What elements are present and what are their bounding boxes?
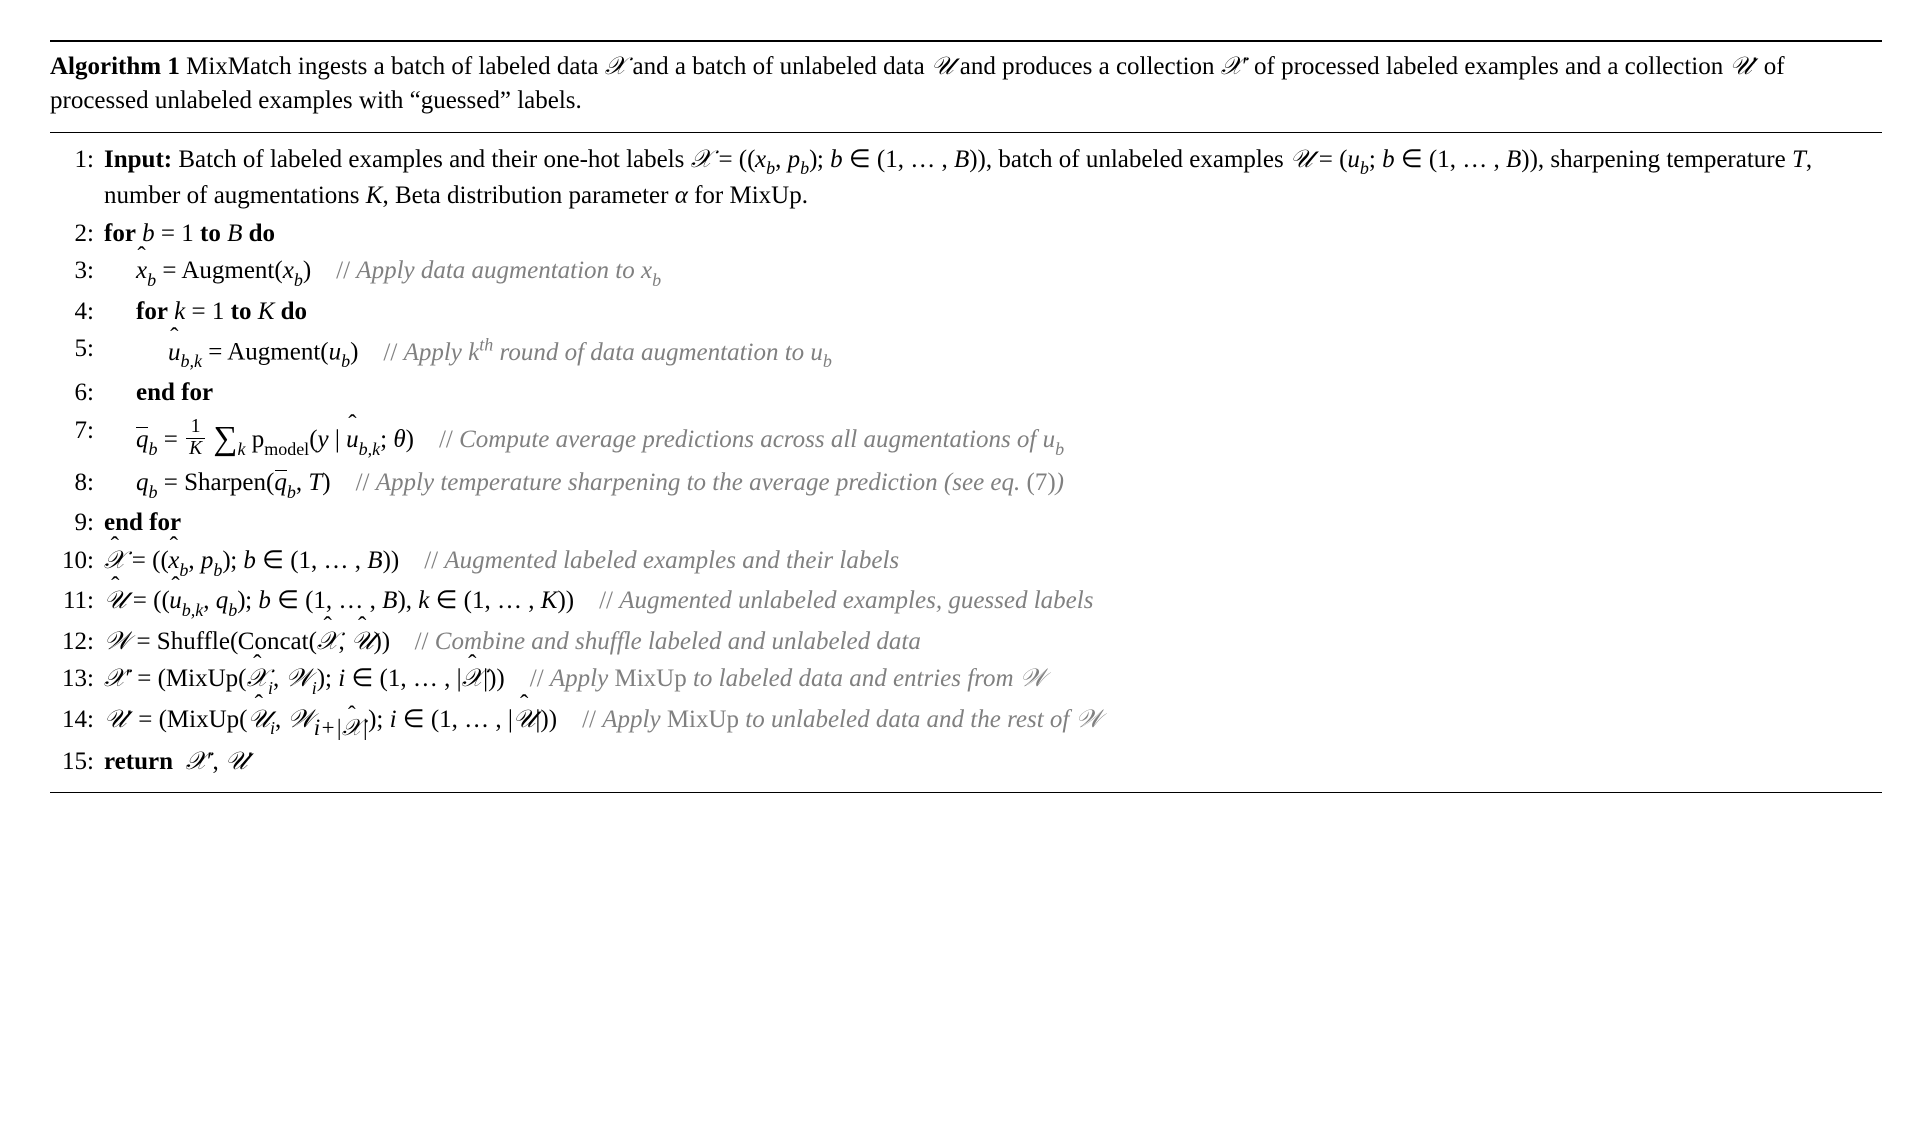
algo-line: 3: xb = Augment(xb) // Apply data augmen… [50, 254, 1882, 294]
comment: // Apply temperature sharpening to the a… [356, 469, 1064, 496]
algo-line: 12: 𝒲 = Shuffle(Concat(𝒳, 𝒰)) // Combine… [50, 625, 1882, 663]
line-body: return 𝒳′, 𝒰′ [104, 745, 1882, 783]
line-number: 1: [50, 143, 104, 217]
line-number: 5: [50, 332, 104, 376]
line-body: 𝒲 = Shuffle(Concat(𝒳, 𝒰)) // Combine and… [104, 625, 1882, 663]
comment: // Combine and shuffle labeled and unlab… [415, 628, 921, 655]
keyword-do: do [281, 298, 307, 325]
keyword-endfor: end for [136, 379, 213, 406]
algo-line: 2: for b = 1 to B do [50, 217, 1882, 255]
algorithm-caption: Algorithm 1 MixMatch ingests a batch of … [50, 48, 1882, 124]
line-number: 10: [50, 544, 104, 584]
line-body: end for [104, 376, 1882, 414]
algo-line: 10: 𝒳 = ((xb, pb); b ∈ (1, … , B)) // Au… [50, 544, 1882, 584]
top-rule [50, 40, 1882, 42]
line-number: 2: [50, 217, 104, 255]
line-body: 𝒰 = ((ub,k, qb); b ∈ (1, … , B), k ∈ (1,… [104, 584, 1882, 624]
line-body: Input: Batch of labeled examples and the… [104, 143, 1882, 217]
line-body: qb = 1K ∑k pmodel(y | ub,k; θ) // Comput… [104, 414, 1882, 466]
keyword-do: do [249, 220, 275, 247]
line-body: 𝒰′ = (MixUp(𝒰i, 𝒲i+|𝒳|); i ∈ (1, … , |𝒰|… [104, 703, 1882, 745]
comment: // Augmented labeled examples and their … [424, 547, 899, 574]
line-number: 15: [50, 745, 104, 783]
algo-line: 9: end for [50, 506, 1882, 544]
algo-line: 4: for k = 1 to K do [50, 295, 1882, 333]
line-body: end for [104, 506, 1882, 544]
algorithm-block: Algorithm 1 MixMatch ingests a batch of … [50, 40, 1882, 793]
algo-line: 5: ub,k = Augment(ub) // Apply kth round… [50, 332, 1882, 376]
line-number: 11: [50, 584, 104, 624]
algorithm-steps: 1: Input: Batch of labeled examples and … [50, 143, 1882, 783]
algo-line: 14: 𝒰′ = (MixUp(𝒰i, 𝒲i+|𝒳|); i ∈ (1, … ,… [50, 703, 1882, 745]
comment: // Apply MixUp to labeled data and entri… [530, 665, 1046, 692]
line-body: 𝒳 = ((xb, pb); b ∈ (1, … , B)) // Augmen… [104, 544, 1882, 584]
keyword-for: for [136, 298, 168, 325]
line-body: qb = Sharpen(qb, T) // Apply temperature… [104, 466, 1882, 506]
algo-line: 7: qb = 1K ∑k pmodel(y | ub,k; θ) // Com… [50, 414, 1882, 466]
line-body: ub,k = Augment(ub) // Apply kth round of… [104, 332, 1882, 376]
caption-text: MixMatch ingests a batch of labeled data… [50, 53, 1785, 114]
algo-line: 13: 𝒳′ = (MixUp(𝒳i, 𝒲i); i ∈ (1, … , |𝒳|… [50, 662, 1882, 702]
line-body: xb = Augment(xb) // Apply data augmentat… [104, 254, 1882, 294]
mid-rule [50, 132, 1882, 133]
keyword-return: return [104, 748, 173, 775]
line-number: 12: [50, 625, 104, 663]
keyword-for: for [104, 220, 136, 247]
comment: // Apply kth round of data augmentation … [383, 339, 832, 366]
line-number: 9: [50, 506, 104, 544]
line-body: for b = 1 to B do [104, 217, 1882, 255]
algo-line: 6: end for [50, 376, 1882, 414]
line-number: 8: [50, 466, 104, 506]
line-body: for k = 1 to K do [104, 295, 1882, 333]
algo-line: 1: Input: Batch of labeled examples and … [50, 143, 1882, 217]
line-number: 3: [50, 254, 104, 294]
comment: // Compute average predictions across al… [439, 426, 1064, 453]
line-number: 7: [50, 414, 104, 466]
algo-line: 15: return 𝒳′, 𝒰′ [50, 745, 1882, 783]
bottom-rule [50, 792, 1882, 793]
line-body: 𝒳′ = (MixUp(𝒳i, 𝒲i); i ∈ (1, … , |𝒳|)) /… [104, 662, 1882, 702]
algorithm-label: Algorithm 1 [50, 53, 180, 80]
algo-line: 8: qb = Sharpen(qb, T) // Apply temperat… [50, 466, 1882, 506]
line-number: 14: [50, 703, 104, 745]
comment: // Augmented unlabeled examples, guessed… [599, 587, 1093, 614]
line-number: 13: [50, 662, 104, 702]
line-number: 4: [50, 295, 104, 333]
line-number: 6: [50, 376, 104, 414]
comment: // Apply MixUp to unlabeled data and the… [582, 706, 1102, 733]
comment: // Apply data augmentation to xb [336, 257, 661, 284]
keyword-input: Input: [104, 146, 172, 173]
